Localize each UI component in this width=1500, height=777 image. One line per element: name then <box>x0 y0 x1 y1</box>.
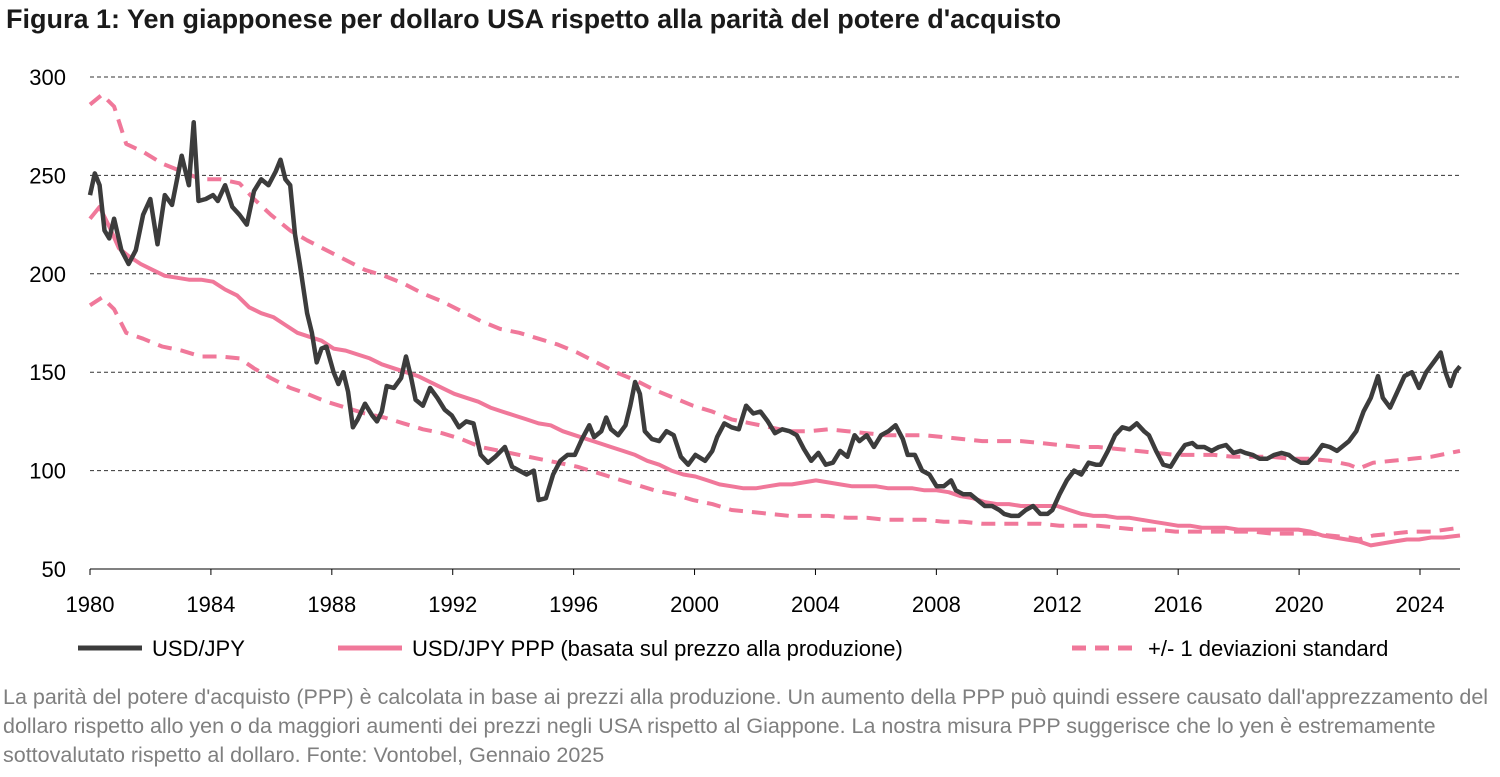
y-tick-label: 150 <box>29 360 66 385</box>
series-band-upper <box>88 92 1461 471</box>
chart-title: Figura 1: Yen giapponese per dollaro USA… <box>6 4 1062 34</box>
x-tick-label: 2024 <box>1396 592 1445 617</box>
x-tick-label: 2016 <box>1154 592 1203 617</box>
y-tick-label: 300 <box>29 65 66 90</box>
legend: USD/JPY USD/JPY PPP (basata sul prezzo a… <box>78 636 1388 661</box>
x-tick-label: 1988 <box>307 592 356 617</box>
legend-label-band: +/- 1 deviazioni standard <box>1148 636 1388 661</box>
x-tick-label: 1996 <box>549 592 598 617</box>
legend-label-usdjpy: USD/JPY <box>152 636 245 661</box>
footnote: La parità del potere d'acquisto (PPP) è … <box>3 685 1489 767</box>
x-tick-label: 2008 <box>912 592 961 617</box>
y-tick-label: 250 <box>29 163 66 188</box>
y-tick-label: 200 <box>29 262 66 287</box>
series-group <box>87 92 1462 548</box>
x-tick-label: 2020 <box>1275 592 1324 617</box>
x-axis-ticks: 1980 1984 1988 1992 1996 2000 2004 2008 2012 2016… <box>66 569 1445 617</box>
x-tick-label: 2004 <box>791 592 840 617</box>
series-ppp-line <box>88 204 1461 548</box>
x-tick-label: 1980 <box>66 592 115 617</box>
x-tick-label: 2012 <box>1033 592 1082 617</box>
y-tick-label: 100 <box>29 459 66 484</box>
y-axis-ticks: 50 100 150 200 250 300 <box>29 65 66 582</box>
x-tick-label: 2000 <box>670 592 719 617</box>
chart-svg: 50 100 150 200 250 300 1980 1984 1988 1992 1996 20… <box>29 65 1462 661</box>
series-band-lower <box>88 295 1461 542</box>
legend-label-ppp: USD/JPY PPP (basata sul prezzo alla prod… <box>412 636 903 661</box>
series-usdjpy-line <box>87 120 1462 519</box>
x-tick-label: 1992 <box>428 592 477 617</box>
gridlines <box>90 76 1460 472</box>
y-tick-label: 50 <box>42 557 66 582</box>
x-tick-label: 1984 <box>186 592 235 617</box>
